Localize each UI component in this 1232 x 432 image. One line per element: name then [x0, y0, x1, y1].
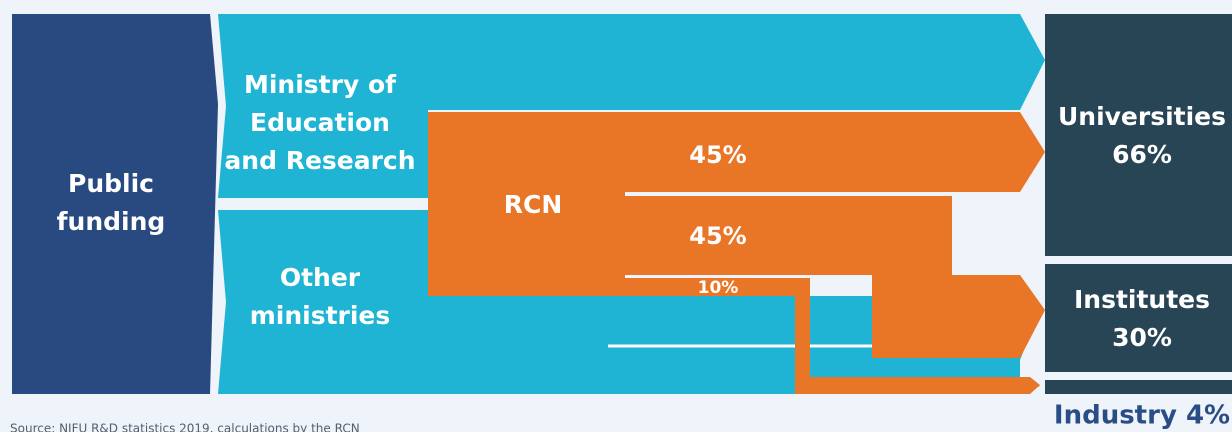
other-ministries-flow — [218, 210, 1040, 394]
flow-label: 45% — [689, 222, 746, 250]
rcn-box — [428, 112, 625, 296]
recipient-label: Universities 66% — [1058, 102, 1226, 169]
flow-universities — [625, 112, 1045, 192]
source-note: Source: NIFU R&D statistics 2019, calcul… — [10, 422, 360, 432]
recipient-label: Industry 4% — [1054, 401, 1230, 431]
ministry-flow — [218, 14, 1045, 198]
flow-label: 10% — [698, 278, 739, 298]
rcn-label: RCN — [504, 190, 563, 219]
universities-box — [1045, 14, 1232, 256]
flow-institutes — [625, 196, 1045, 358]
source-label: Other ministries — [250, 263, 391, 330]
industry-box — [1045, 380, 1232, 394]
flow-industry — [625, 278, 1040, 394]
public-funding-box — [12, 14, 218, 394]
recipient-label: Institutes 30% — [1074, 285, 1210, 352]
institutes-box — [1045, 264, 1232, 372]
flow-label: 45% — [689, 141, 746, 169]
source-label: Ministry of Education and Research — [224, 70, 415, 175]
source-label: Public funding — [57, 169, 166, 236]
